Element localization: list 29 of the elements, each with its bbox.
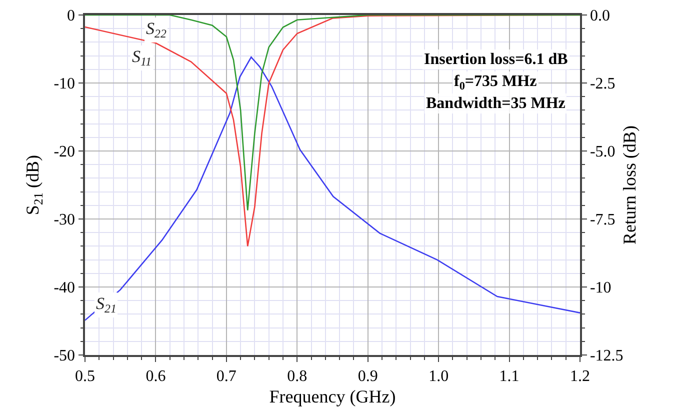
y-tick-label: -50 xyxy=(54,348,76,365)
y2-tick-label: -10 xyxy=(590,280,612,297)
y-tick-label: 0 xyxy=(67,8,76,25)
y2-tick-label: -7.5 xyxy=(590,212,616,229)
annotation: f$_{0}$=735 MHz xyxy=(454,73,537,92)
x-tick-label: 1.1 xyxy=(499,368,520,385)
y-tick-label: -40 xyxy=(54,280,76,297)
y2-tick-label: -12.5 xyxy=(590,348,624,365)
x-tick-label: 0.9 xyxy=(358,368,378,385)
x-tick-label: 1.0 xyxy=(428,368,449,385)
annotation: Insertion loss=6.1 dB xyxy=(424,51,568,68)
y-tick-label: -30 xyxy=(54,212,76,229)
x-axis-title: Frequency (GHz) xyxy=(269,386,396,407)
y2-tick-label: -2.5 xyxy=(590,76,616,93)
line-series xyxy=(85,15,580,211)
series-label: S$_{21}$ xyxy=(96,294,116,316)
x-tick-label: 0.6 xyxy=(146,368,166,385)
y-tick-label: -10 xyxy=(54,76,76,93)
x-tick-label: 0.7 xyxy=(216,368,236,385)
y2-tick-label: -5.0 xyxy=(590,144,616,161)
series-label: S$_{22}$ xyxy=(146,19,166,41)
series-label: S$_{11}$ xyxy=(132,47,152,69)
y-tick-label: -20 xyxy=(54,144,76,161)
y2-axis-title: Return loss (dB) xyxy=(620,126,640,244)
x-tick-label: 1.2 xyxy=(570,368,590,385)
y2-tick-label: 0.0 xyxy=(590,8,610,25)
annotation: Bandwidth=35 MHz xyxy=(426,95,566,112)
x-tick-label: 0.8 xyxy=(287,368,308,385)
x-tick-label: 0.5 xyxy=(75,368,95,385)
